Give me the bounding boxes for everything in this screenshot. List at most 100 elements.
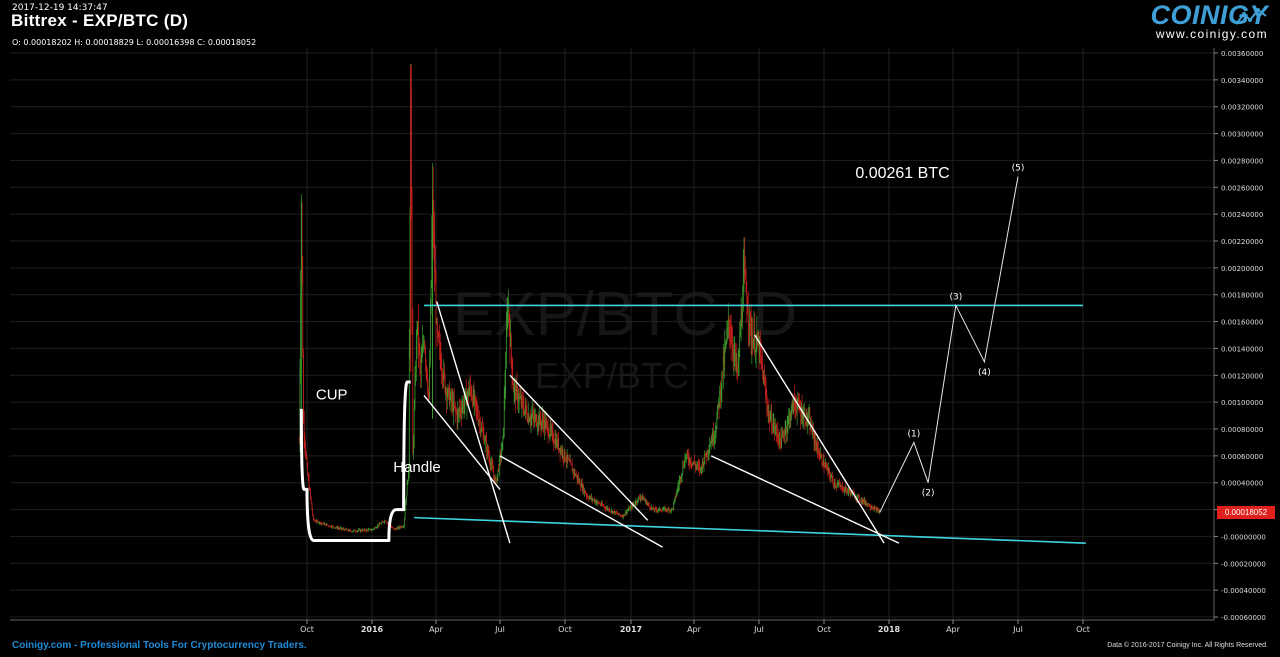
candle-body: [542, 417, 543, 422]
candle-body: [641, 495, 643, 498]
candle-body: [431, 236, 433, 282]
candle-body: [700, 467, 702, 468]
candle-body: [751, 337, 753, 344]
candle-body: [559, 448, 561, 453]
candle-body: [434, 236, 435, 272]
wedge-line-white[interactable]: [754, 334, 885, 544]
candle-body: [702, 461, 703, 470]
candle-body: [422, 344, 423, 356]
candle-body: [633, 503, 635, 505]
candle-body: [541, 421, 543, 426]
candle-body: [441, 368, 442, 372]
candle-body: [785, 426, 787, 432]
candle-body: [667, 510, 668, 511]
candle-body: [802, 419, 804, 421]
candle-body: [782, 433, 784, 436]
candle-body: [859, 499, 861, 501]
elliott-projection-path[interactable]: [879, 176, 1019, 513]
cup-handle-curve[interactable]: [299, 380, 411, 542]
candle-body: [415, 337, 417, 373]
candle-body: [656, 509, 658, 511]
candle-body: [436, 323, 438, 324]
candle-body: [378, 523, 380, 526]
candle-body: [719, 390, 721, 407]
candle-body: [479, 421, 481, 432]
trend-line-cyan[interactable]: [414, 516, 1086, 544]
candle-body: [775, 427, 777, 430]
candle-body: [655, 508, 657, 510]
footer-site-link[interactable]: Coinigy.com: [12, 640, 72, 651]
candle-body: [687, 452, 689, 456]
candle-body: [477, 409, 478, 417]
candle-body: [568, 459, 569, 460]
candle-body: [446, 390, 447, 400]
candle-body: [825, 465, 826, 467]
candle-body: [773, 422, 775, 425]
candle-body: [718, 403, 720, 407]
candle-body: [737, 357, 739, 372]
candle-body: [442, 378, 444, 380]
candle-body: [725, 341, 727, 345]
candle-body: [832, 479, 834, 484]
candle-body: [544, 419, 546, 428]
candle-body: [722, 356, 724, 377]
candle-body: [626, 511, 628, 514]
candle-body: [449, 387, 450, 405]
candle-body: [717, 404, 718, 417]
candle-body: [781, 435, 782, 448]
wedge-line-white[interactable]: [499, 455, 663, 548]
candle-body: [432, 189, 434, 229]
candle-body: [638, 497, 640, 499]
candle-body: [617, 513, 619, 515]
candle-body: [438, 333, 440, 341]
candle-body: [662, 509, 663, 511]
candle-body: [384, 520, 386, 523]
candle-body: [493, 471, 495, 475]
candle-body: [461, 407, 463, 414]
candle-body: [655, 508, 656, 509]
candle-body: [418, 321, 419, 348]
footer-tagline[interactable]: Coinigy.com - Professional Tools For Cry…: [12, 640, 307, 651]
coinigy-logo[interactable]: COINIGY www.coinigy.com: [1150, 0, 1268, 41]
wedge-line-white[interactable]: [436, 301, 511, 544]
candle-body: [792, 402, 794, 412]
candle-body: [586, 494, 587, 496]
x-tick-label: Jul: [753, 625, 764, 634]
candle-body: [331, 527, 333, 528]
candle-body: [520, 397, 522, 405]
candle-body: [516, 385, 518, 390]
candle-body: [415, 372, 416, 381]
candle-body: [866, 503, 867, 505]
candle-body: [832, 476, 833, 480]
candle-body: [618, 513, 620, 515]
candle-body: [402, 526, 404, 528]
candle-body: [697, 464, 699, 466]
candle-body: [588, 497, 590, 499]
candle-body: [690, 463, 692, 465]
candle-body: [471, 395, 473, 398]
candle-body: [858, 495, 860, 500]
candle-body: [308, 478, 310, 489]
candle-body: [826, 466, 828, 467]
candle-body: [709, 446, 711, 452]
candle-body: [642, 495, 644, 501]
candle-body: [821, 455, 823, 464]
candle-body: [594, 500, 596, 503]
candle-body: [599, 503, 601, 505]
candle-body: [319, 522, 321, 523]
candle-body: [413, 407, 415, 439]
candle-body: [525, 405, 527, 411]
candle-body: [837, 484, 839, 486]
candle-body: [823, 459, 825, 467]
candle-body: [328, 525, 330, 527]
candle-body: [494, 474, 495, 481]
candle-body: [509, 326, 511, 347]
wedge-line-white[interactable]: [710, 455, 900, 544]
wedge-line-white[interactable]: [423, 394, 501, 490]
candle-body: [841, 485, 843, 487]
y-tick-label: 0.00180000: [1221, 292, 1263, 300]
candle-body: [506, 331, 507, 367]
candle-body: [710, 444, 711, 447]
wedge-line-white[interactable]: [509, 374, 649, 521]
